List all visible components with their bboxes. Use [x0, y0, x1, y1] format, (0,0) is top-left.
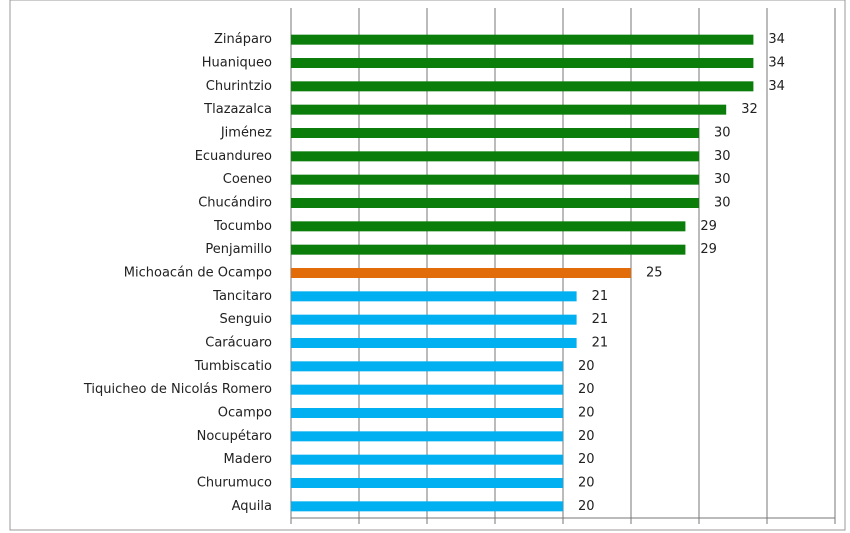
bar — [291, 431, 563, 442]
y-tick-label: Ecuandureo — [195, 149, 272, 164]
y-tick-label: Coeneo — [223, 172, 272, 187]
value-label: 20 — [578, 382, 595, 397]
y-tick-label: Zináparo — [214, 32, 272, 47]
bar — [291, 384, 563, 395]
bar — [291, 268, 631, 278]
bar — [291, 408, 563, 418]
value-label: 34 — [768, 32, 785, 47]
bar — [291, 34, 754, 45]
bar — [291, 81, 754, 92]
y-tick-label: Churumuco — [197, 476, 272, 491]
y-tick-label: Tlazazalca — [203, 102, 272, 117]
y-tick-label: Chucándiro — [198, 196, 272, 211]
bar — [291, 361, 563, 372]
bar — [291, 338, 577, 348]
value-label: 30 — [714, 126, 731, 141]
y-tick-label: Huaniqueo — [202, 56, 272, 71]
bar — [291, 151, 699, 162]
y-tick-label: Senguio — [219, 312, 272, 327]
value-label: 25 — [646, 266, 663, 281]
bar — [291, 221, 686, 232]
chart-frame — [9, 0, 846, 531]
value-label: 29 — [700, 219, 717, 234]
y-tick-label: Michoacán de Ocampo — [124, 266, 272, 281]
value-label: 30 — [714, 196, 731, 211]
y-tick-label: Nocupétaro — [197, 429, 272, 444]
bar — [291, 174, 699, 185]
y-tick-label: Tancitaro — [212, 289, 272, 304]
value-label: 30 — [714, 172, 731, 187]
value-label: 29 — [700, 242, 717, 257]
value-label: 20 — [578, 452, 595, 467]
y-tick-label: Tocumbo — [213, 219, 272, 234]
bar — [291, 104, 727, 115]
y-tick-label: Penjamillo — [205, 242, 272, 257]
value-label: 34 — [768, 79, 785, 94]
value-label: 32 — [741, 102, 758, 117]
y-tick-label: Churintzio — [206, 79, 272, 94]
value-label: 20 — [578, 429, 595, 444]
bar — [291, 128, 699, 138]
bar — [291, 314, 577, 325]
bar — [291, 198, 699, 208]
bar — [291, 244, 686, 255]
value-label: 21 — [592, 336, 609, 351]
bar — [291, 478, 563, 488]
y-tick-label: Aquila — [232, 499, 272, 514]
value-label: 21 — [592, 312, 609, 327]
y-tick-label: Carácuaro — [205, 336, 272, 351]
bar — [291, 454, 563, 465]
bar — [291, 58, 754, 68]
value-label: 20 — [578, 359, 595, 374]
bar — [291, 291, 577, 302]
y-tick-label: Tumbiscatio — [194, 359, 272, 374]
y-tick-label: Jiménez — [220, 126, 272, 141]
value-label: 20 — [578, 406, 595, 421]
value-label: 30 — [714, 149, 731, 164]
bar — [291, 501, 563, 512]
value-label: 20 — [578, 499, 595, 514]
value-label: 21 — [592, 289, 609, 304]
value-label: 34 — [768, 56, 785, 71]
y-tick-label: Madero — [224, 452, 272, 467]
y-tick-label: Tiquicheo de Nicolás Romero — [83, 382, 272, 397]
y-tick-label: Ocampo — [218, 406, 272, 421]
value-label: 20 — [578, 476, 595, 491]
